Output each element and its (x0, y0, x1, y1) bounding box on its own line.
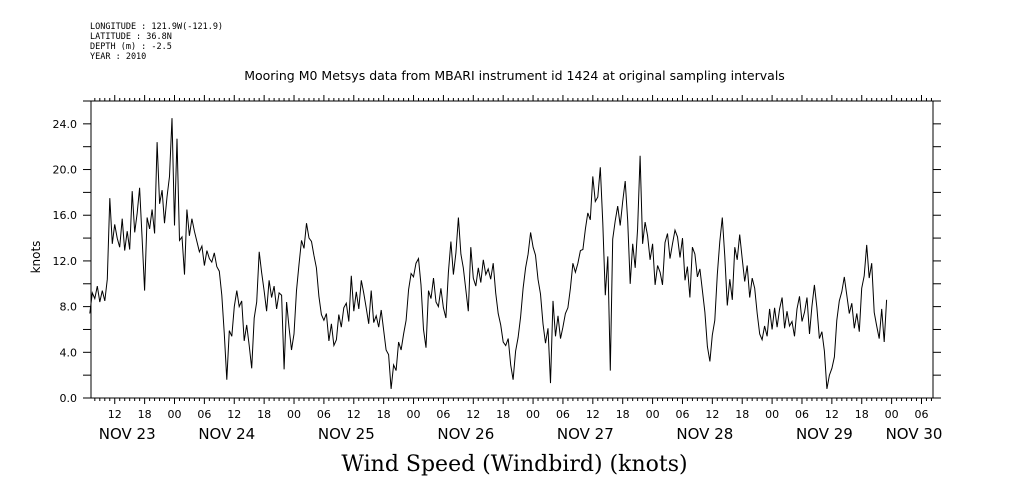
plot-title: Mooring M0 Metsys data from MBARI instru… (244, 68, 785, 83)
x-day-label: NOV 24 (198, 425, 255, 443)
year-text: YEAR : 2010 (90, 52, 147, 62)
x-day-label: NOV 28 (676, 425, 733, 443)
latitude-text: LATITUDE : 36.8N (90, 32, 172, 42)
x-tick-label: 00 (885, 408, 899, 421)
y-tick-label: 12.0 (53, 255, 78, 268)
x-tick-label: 12 (108, 408, 122, 421)
series-layer (89, 118, 888, 389)
longitude-text: LONGITUDE : 121.9W(-121.9) (90, 22, 224, 32)
x-tick-label: 18 (616, 408, 630, 421)
x-day-label: NOV 29 (796, 425, 853, 443)
x-tick-label: 12 (705, 408, 719, 421)
y-tick-label: 4.0 (60, 346, 78, 359)
x-day-label: NOV 25 (318, 425, 375, 443)
x-tick-label: 00 (526, 408, 540, 421)
x-tick-label: 12 (227, 408, 241, 421)
x-tick-label: 00 (168, 408, 182, 421)
x-tick-label: 12 (825, 408, 839, 421)
x-tick-label: 00 (407, 408, 421, 421)
x-tick-label: 18 (138, 408, 152, 421)
station-metadata: LONGITUDE : 121.9W(-121.9) LATITUDE : 36… (90, 22, 223, 62)
y-tick-label: 20.0 (53, 164, 78, 177)
x-tick-label: 18 (377, 408, 391, 421)
y-axis-label: knots (29, 241, 43, 274)
x-tick-label: 00 (287, 408, 301, 421)
x-tick-label: 06 (675, 408, 689, 421)
x-tick-label: 12 (347, 408, 361, 421)
x-tick-label: 18 (257, 408, 271, 421)
x-tick-label: 06 (197, 408, 211, 421)
y-tick-label: 0.0 (60, 392, 78, 405)
x-tick-label: 00 (646, 408, 660, 421)
y-tick-label: 8.0 (60, 301, 78, 314)
x-tick-label: 12 (466, 408, 480, 421)
x-tick-label: 06 (556, 408, 570, 421)
x-day-label: NOV 23 (99, 425, 156, 443)
x-tick-label: 18 (496, 408, 510, 421)
depth-text: DEPTH (m) : -2.5 (90, 42, 172, 52)
x-tick-label: 06 (317, 408, 331, 421)
x-tick-label: 00 (765, 408, 779, 421)
wind-speed-series-line (89, 118, 888, 389)
y-tick-label: 24.0 (53, 118, 78, 131)
x-day-label: NOV 27 (557, 425, 614, 443)
x-tick-label: 06 (795, 408, 809, 421)
x-tick-label: 06 (915, 408, 929, 421)
y-axis: 0.0 4.0 8.0 12.0 16.0 20.0 24.0 (53, 118, 78, 405)
x-tick-label: 18 (735, 408, 749, 421)
axis-ticks (83, 95, 941, 404)
plot-frame (90, 100, 934, 399)
x-tick-label: 18 (855, 408, 869, 421)
main-title: Wind Speed (Windbird) (knots) (341, 452, 688, 477)
x-tick-label: 06 (436, 408, 450, 421)
y-tick-label: 16.0 (53, 209, 78, 222)
x-axis: 12 18 00 06 12 18 00 06 12 18 00 06 12 18 00 06 12 18 00 06… (99, 408, 943, 443)
x-day-label: NOV 30 (886, 425, 943, 443)
x-day-label: NOV 26 (437, 425, 494, 443)
x-tick-label: 12 (586, 408, 600, 421)
